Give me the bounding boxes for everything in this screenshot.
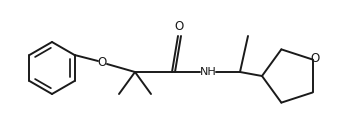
- Text: O: O: [97, 55, 106, 68]
- Text: O: O: [174, 21, 184, 34]
- Text: O: O: [310, 52, 319, 65]
- Text: NH: NH: [200, 67, 216, 77]
